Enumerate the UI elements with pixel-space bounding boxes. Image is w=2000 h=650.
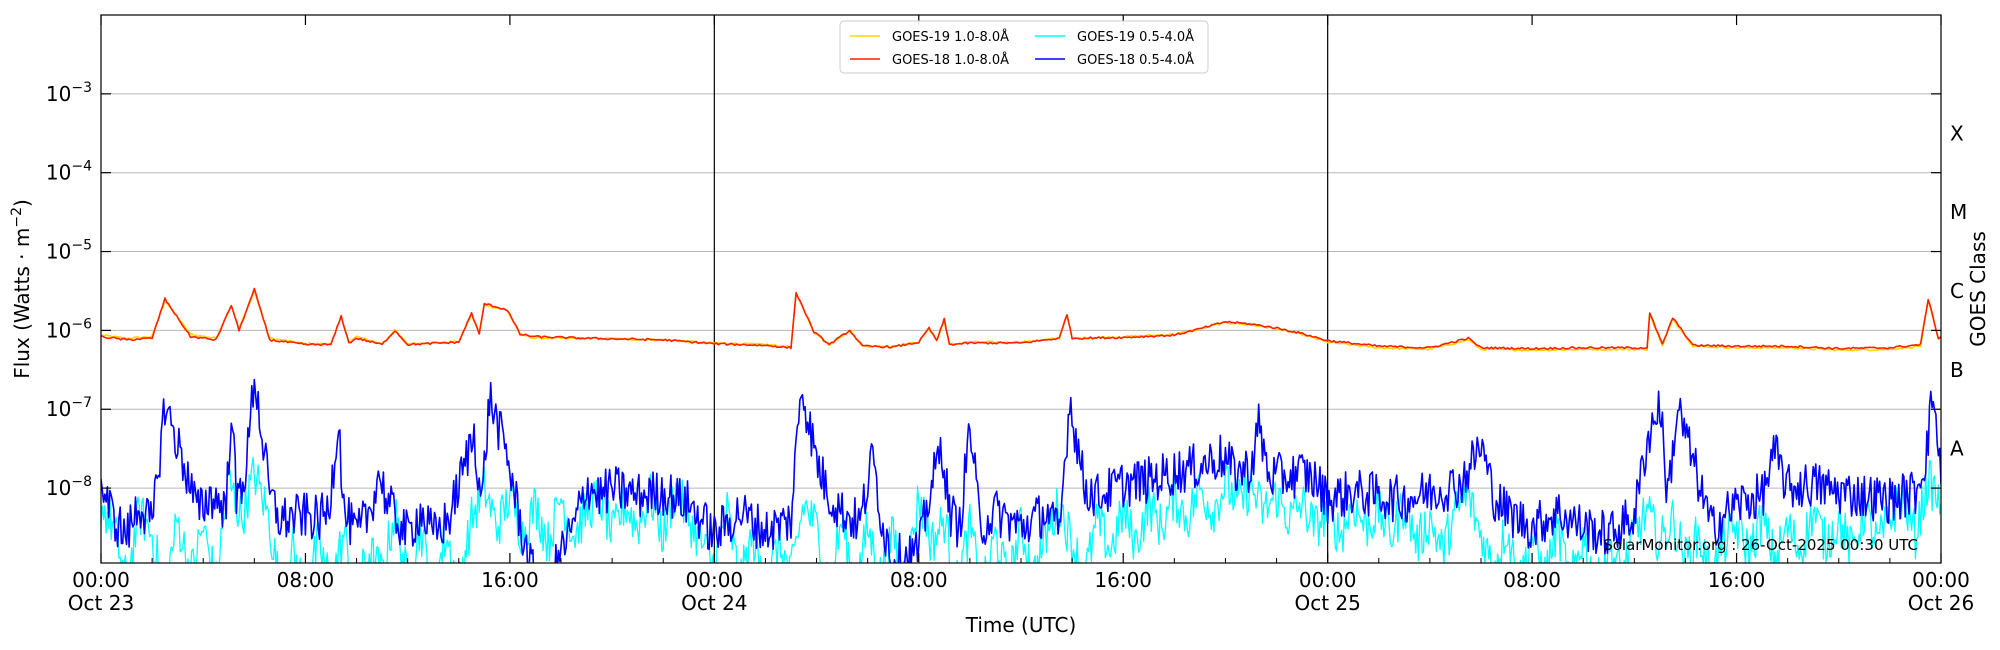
y-tick-label: 10−4 (46, 159, 92, 185)
x-tick-date-label: Oct 25 (1294, 591, 1360, 615)
legend-label: GOES-19 0.5-4.0Å (1077, 29, 1194, 45)
x-tick-label: 00:00 (1912, 568, 1970, 592)
y-tick-label: 10−6 (46, 316, 92, 342)
y-tick-label: 10−8 (46, 474, 92, 500)
y-axis-title-prefix: Flux (Watts · m (10, 228, 34, 379)
series-line-3 (101, 287, 1941, 351)
x-tick-label: 16:00 (1708, 568, 1766, 592)
x-tick-label: 00:00 (686, 568, 744, 592)
goes-class-c: C (1950, 279, 1964, 303)
y-tick-label: 10−3 (46, 80, 92, 106)
series-layer (101, 287, 1941, 563)
x-tick-label: 08:00 (277, 568, 335, 592)
x-tick-label: 00:00 (1299, 568, 1357, 592)
legend-label: GOES-18 0.5-4.0Å (1077, 52, 1194, 68)
right-axis-title: GOES Class (1966, 231, 1990, 347)
y-tick-label: 10−5 (46, 238, 92, 264)
x-tick-label: 16:00 (481, 568, 539, 592)
x-tick-date-label: Oct 23 (68, 591, 134, 615)
y-axis-title-suffix: ) (10, 199, 34, 207)
grid-lines (101, 93, 1941, 489)
goes-class-a: A (1950, 437, 1964, 461)
goes-class-b: B (1950, 358, 1964, 382)
x-tick-date-label: Oct 24 (681, 591, 747, 615)
legend-label: GOES-19 1.0-8.0Å (892, 29, 1009, 45)
x-tick-label: 16:00 (1094, 568, 1152, 592)
legend-frame (839, 20, 1209, 74)
series-line-4 (101, 378, 1941, 563)
x-tick-label: 08:00 (1503, 568, 1561, 592)
x-tick-label: 00:00 (72, 568, 130, 592)
y-tick-label: 10−7 (46, 395, 92, 421)
credit-text: SolarMonitor.org : 26-Oct-2025 00:30 UTC (1603, 536, 1918, 554)
y-axis-title-exponent: −2 (9, 207, 25, 228)
x-tick-label: 08:00 (890, 568, 948, 592)
x-axis-title: Time (UTC) (965, 613, 1077, 637)
legend-label: GOES-18 1.0-8.0Å (892, 52, 1009, 68)
x-tick-date-label: Oct 26 (1908, 591, 1974, 615)
day-boundary-lines (713, 15, 1329, 563)
goes-class-labels: A B C M X (1950, 121, 1967, 460)
goes-class-x: X (1950, 121, 1964, 145)
legend: GOES-19 1.0-8.0Å GOES-19 0.5-4.0Å GOES-18 … (839, 20, 1209, 74)
y-axis-title: Flux (Watts · m−2) (9, 199, 34, 379)
goes-class-m: M (1950, 200, 1967, 224)
